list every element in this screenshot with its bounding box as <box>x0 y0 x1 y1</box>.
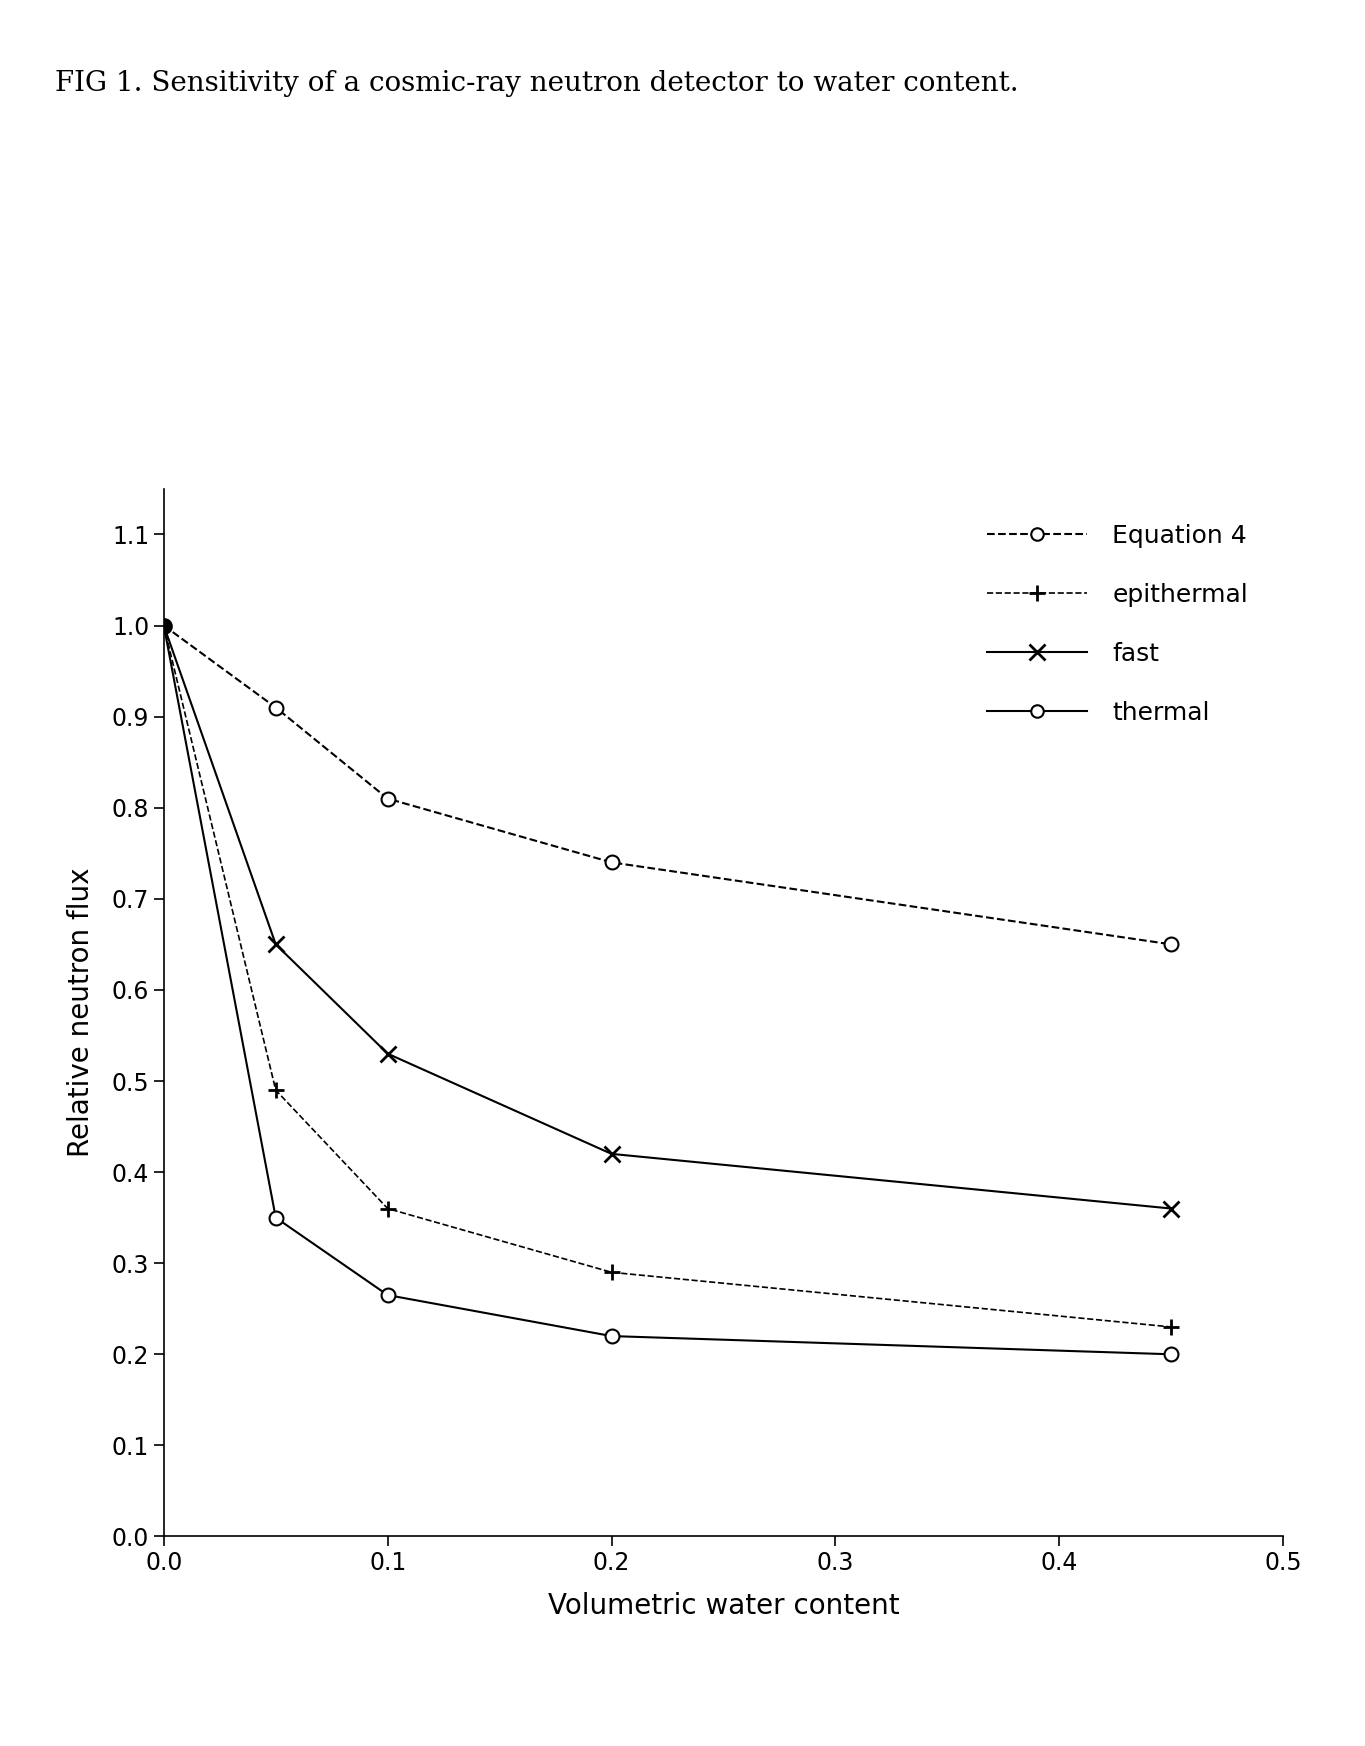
Text: FIG 1. Sensitivity of a cosmic-ray neutron detector to water content.: FIG 1. Sensitivity of a cosmic-ray neutr… <box>55 70 1018 96</box>
X-axis label: Volumetric water content: Volumetric water content <box>547 1592 900 1620</box>
Legend: Equation 4, epithermal, fast, thermal: Equation 4, epithermal, fast, thermal <box>977 513 1259 735</box>
Y-axis label: Relative neutron flux: Relative neutron flux <box>67 868 96 1158</box>
